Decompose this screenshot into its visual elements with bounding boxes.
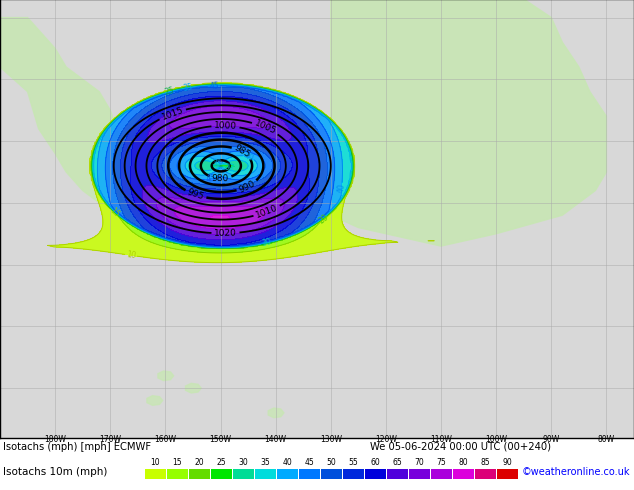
- Bar: [189, 469, 210, 479]
- Polygon shape: [268, 408, 284, 417]
- Bar: [409, 469, 430, 479]
- Bar: [299, 469, 320, 479]
- Text: 30: 30: [224, 163, 234, 172]
- Text: We 05-06-2024 00:00 UTC (00+240): We 05-06-2024 00:00 UTC (00+240): [370, 441, 551, 452]
- Text: 120W: 120W: [375, 435, 397, 444]
- Text: 1020: 1020: [214, 228, 237, 238]
- Text: 30: 30: [238, 458, 249, 467]
- Text: 40: 40: [243, 151, 255, 163]
- Text: 25: 25: [164, 86, 175, 97]
- Bar: [365, 469, 386, 479]
- Text: 45: 45: [304, 458, 314, 467]
- Text: 35: 35: [261, 458, 270, 467]
- Text: 170W: 170W: [100, 435, 121, 444]
- Polygon shape: [158, 371, 174, 381]
- Text: 1005: 1005: [253, 119, 278, 136]
- Bar: [211, 469, 232, 479]
- Text: 140W: 140W: [264, 435, 287, 444]
- Bar: [277, 469, 298, 479]
- Text: 35: 35: [211, 158, 223, 169]
- Polygon shape: [0, 18, 121, 203]
- Bar: [255, 469, 276, 479]
- Text: 90W: 90W: [543, 435, 560, 444]
- Text: 130W: 130W: [320, 435, 342, 444]
- Text: 55: 55: [349, 458, 358, 467]
- Text: 110W: 110W: [430, 435, 452, 444]
- Bar: [431, 469, 452, 479]
- Text: 990: 990: [237, 179, 257, 195]
- Text: 1015: 1015: [160, 105, 184, 122]
- Text: 80: 80: [458, 458, 469, 467]
- Text: 75: 75: [437, 458, 446, 467]
- Text: 1000: 1000: [214, 121, 237, 131]
- Bar: [497, 469, 518, 479]
- Text: 25: 25: [217, 458, 226, 467]
- Text: 45: 45: [205, 173, 216, 184]
- Text: 40: 40: [283, 458, 292, 467]
- Text: 85: 85: [481, 458, 490, 467]
- Text: 20: 20: [195, 458, 204, 467]
- Text: 35: 35: [182, 83, 193, 94]
- Polygon shape: [186, 383, 201, 393]
- Bar: [453, 469, 474, 479]
- Text: 40: 40: [337, 183, 346, 194]
- Text: 10: 10: [151, 458, 160, 467]
- Bar: [167, 469, 188, 479]
- Text: 150W: 150W: [209, 435, 231, 444]
- Text: 45: 45: [209, 81, 219, 91]
- Text: ©weatheronline.co.uk: ©weatheronline.co.uk: [522, 467, 630, 477]
- Text: 160W: 160W: [155, 435, 176, 444]
- Text: Isotachs (mph) [mph] ECMWF: Isotachs (mph) [mph] ECMWF: [3, 441, 151, 452]
- Text: 30: 30: [261, 238, 273, 248]
- Text: 985: 985: [233, 143, 252, 160]
- Text: 20: 20: [317, 212, 330, 225]
- Text: 180W: 180W: [44, 435, 66, 444]
- Text: 980: 980: [212, 173, 230, 183]
- Text: 65: 65: [392, 458, 403, 467]
- Text: 10: 10: [126, 250, 136, 261]
- Text: 15: 15: [108, 206, 121, 220]
- Text: 80W: 80W: [598, 435, 615, 444]
- Bar: [475, 469, 496, 479]
- Text: 70: 70: [415, 458, 424, 467]
- Text: 15: 15: [172, 458, 183, 467]
- Text: 100W: 100W: [485, 435, 507, 444]
- Bar: [343, 469, 364, 479]
- Polygon shape: [331, 0, 607, 246]
- Bar: [145, 469, 166, 479]
- Bar: [321, 469, 342, 479]
- Text: 90: 90: [503, 458, 512, 467]
- Text: Isotachs 10m (mph): Isotachs 10m (mph): [3, 467, 107, 477]
- Text: 60: 60: [371, 458, 380, 467]
- Polygon shape: [147, 396, 163, 405]
- Text: 1010: 1010: [255, 203, 280, 220]
- Text: 50: 50: [327, 458, 337, 467]
- Bar: [387, 469, 408, 479]
- Text: 995: 995: [186, 188, 205, 202]
- Bar: [233, 469, 254, 479]
